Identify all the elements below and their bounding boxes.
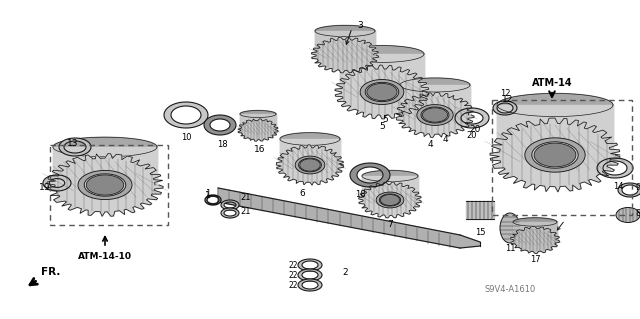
Text: 22: 22	[289, 281, 298, 291]
Polygon shape	[396, 93, 474, 137]
Polygon shape	[340, 46, 424, 63]
Text: 4: 4	[427, 140, 433, 149]
Ellipse shape	[367, 83, 397, 100]
Ellipse shape	[380, 195, 399, 205]
Text: 18: 18	[355, 190, 365, 199]
Text: 7: 7	[387, 220, 393, 229]
Polygon shape	[511, 226, 559, 253]
Text: 22: 22	[289, 271, 298, 280]
Text: 4: 4	[442, 136, 448, 145]
Polygon shape	[47, 154, 163, 216]
PathPatch shape	[298, 279, 322, 291]
Text: 5: 5	[382, 115, 388, 124]
PathPatch shape	[298, 269, 322, 281]
PathPatch shape	[618, 183, 640, 197]
Text: 6: 6	[300, 189, 305, 197]
PathPatch shape	[59, 138, 91, 156]
Text: 14: 14	[612, 182, 623, 191]
Ellipse shape	[500, 213, 520, 243]
Text: 13: 13	[67, 138, 79, 147]
PathPatch shape	[164, 102, 208, 128]
Polygon shape	[240, 114, 276, 130]
Polygon shape	[280, 133, 340, 145]
PathPatch shape	[78, 170, 132, 200]
Text: 9: 9	[635, 183, 640, 192]
PathPatch shape	[295, 156, 325, 174]
Ellipse shape	[300, 159, 320, 171]
PathPatch shape	[43, 175, 71, 191]
Text: 21: 21	[240, 194, 250, 203]
PathPatch shape	[455, 108, 489, 128]
Polygon shape	[466, 201, 494, 219]
Polygon shape	[497, 93, 613, 116]
Polygon shape	[513, 222, 557, 240]
Polygon shape	[400, 85, 470, 115]
Polygon shape	[335, 65, 429, 119]
Polygon shape	[400, 78, 470, 92]
PathPatch shape	[298, 259, 322, 271]
Ellipse shape	[422, 108, 447, 122]
Ellipse shape	[616, 207, 640, 222]
PathPatch shape	[493, 101, 517, 115]
Polygon shape	[362, 170, 418, 182]
Text: ATM-14: ATM-14	[532, 78, 572, 88]
Text: 19: 19	[39, 183, 51, 192]
Polygon shape	[280, 139, 340, 165]
Text: 21: 21	[240, 207, 250, 217]
Text: 16: 16	[254, 145, 266, 154]
Polygon shape	[315, 31, 375, 55]
Ellipse shape	[86, 175, 124, 195]
Text: 2: 2	[342, 268, 348, 277]
Bar	[492, 100, 632, 215]
Polygon shape	[513, 218, 557, 226]
Bar	[50, 145, 168, 225]
Ellipse shape	[534, 143, 576, 167]
PathPatch shape	[597, 158, 633, 178]
Polygon shape	[362, 176, 418, 200]
Text: 1: 1	[205, 190, 211, 199]
Polygon shape	[238, 119, 278, 141]
Text: ATM-14-10: ATM-14-10	[78, 252, 132, 261]
Polygon shape	[312, 37, 378, 73]
Text: 20: 20	[469, 125, 481, 135]
Polygon shape	[240, 110, 276, 117]
Text: 18: 18	[217, 140, 227, 149]
PathPatch shape	[417, 105, 453, 125]
Polygon shape	[497, 105, 613, 155]
Polygon shape	[53, 147, 157, 185]
PathPatch shape	[360, 79, 404, 105]
Polygon shape	[358, 182, 421, 218]
Text: 17: 17	[530, 255, 540, 264]
Text: 8: 8	[635, 210, 640, 219]
PathPatch shape	[204, 115, 236, 135]
Text: 12: 12	[500, 89, 510, 98]
Polygon shape	[218, 188, 460, 248]
Text: FR.: FR.	[30, 267, 60, 285]
Text: 12: 12	[502, 94, 514, 103]
Polygon shape	[460, 235, 480, 248]
Text: 1: 1	[205, 189, 211, 197]
Text: 20: 20	[467, 131, 477, 140]
Text: 3: 3	[357, 20, 363, 29]
Text: S9V4-A1610: S9V4-A1610	[484, 286, 536, 294]
Text: 11: 11	[505, 244, 515, 253]
Text: 22: 22	[289, 262, 298, 271]
Polygon shape	[53, 137, 157, 157]
PathPatch shape	[205, 195, 221, 205]
Polygon shape	[276, 145, 344, 185]
Text: 15: 15	[475, 228, 485, 237]
Polygon shape	[315, 26, 375, 37]
Text: 5: 5	[379, 122, 385, 131]
Text: 10: 10	[180, 133, 191, 142]
PathPatch shape	[221, 208, 239, 218]
Polygon shape	[490, 118, 620, 192]
PathPatch shape	[221, 200, 239, 210]
PathPatch shape	[525, 138, 585, 172]
Polygon shape	[340, 54, 424, 92]
PathPatch shape	[376, 192, 404, 208]
PathPatch shape	[350, 163, 390, 187]
